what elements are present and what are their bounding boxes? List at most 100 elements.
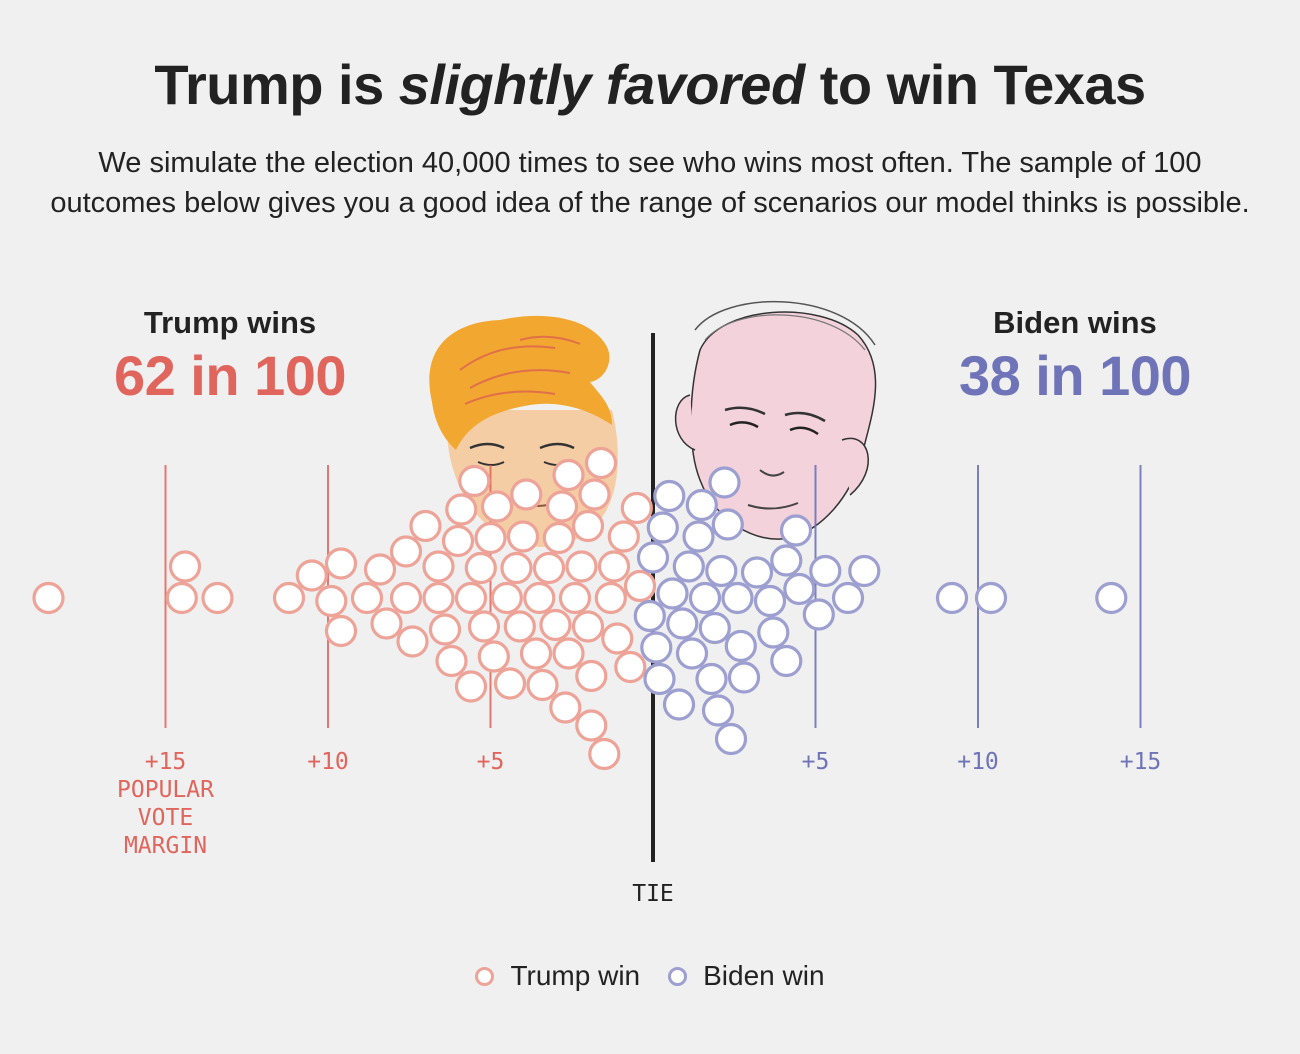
trump-win-dot: [272, 581, 306, 615]
trump-wins-summary: Trump wins 62 in 100: [50, 305, 410, 408]
biden-win-dot: [714, 722, 748, 756]
biden-win-dot: [633, 599, 666, 633]
biden-win-dot: [662, 688, 696, 721]
trump-win-dot: [295, 559, 328, 592]
trump-win-dot: [441, 524, 475, 558]
trump-win-dot: [578, 478, 611, 511]
biden-win-dot: [770, 544, 803, 577]
trump-wins-count: 62 in 100: [113, 344, 347, 407]
trump-win-dot: [454, 670, 488, 703]
biden-win-dot: [721, 581, 754, 615]
tick-labels: +15 +10 +5 +5 +10 +15: [145, 749, 1162, 775]
chart-title: Trump is slightly favored to win Texas: [0, 52, 1300, 117]
biden-win-dot: [656, 577, 689, 610]
biden-win-dot: [705, 554, 738, 588]
biden-win-dot: [643, 662, 676, 696]
biden-wins-summary: Biden wins 38 in 100: [895, 305, 1255, 408]
legend-biden-label: Biden win: [703, 960, 825, 991]
trump-win-dot: [464, 551, 497, 585]
outcome-dots: [32, 446, 1128, 771]
trump-win-dot: [539, 608, 572, 642]
trump-win-dot: [370, 607, 403, 640]
trump-win-dot: [601, 622, 634, 655]
legend-item-biden: Biden win: [668, 960, 825, 992]
trump-win-dot: [506, 520, 540, 553]
trump-win-dot: [575, 709, 608, 742]
biden-win-dot: [809, 554, 842, 588]
trump-win-dot: [428, 613, 462, 646]
trump-win-dot: [510, 478, 543, 511]
trump-win-dot: [422, 581, 455, 615]
trump-win-dot: [350, 581, 384, 615]
trump-win-dot: [503, 610, 536, 643]
tick-label-biden-5: +5: [802, 749, 830, 775]
trump-win-dot: [315, 584, 348, 618]
trump-win-dot: [584, 446, 618, 480]
trump-win-dot: [165, 581, 198, 615]
title-after: to win Texas: [804, 53, 1146, 116]
biden-win-dot: [685, 488, 718, 522]
tick-label-trump-15: +15: [145, 749, 187, 775]
trump-win-dot: [363, 553, 397, 586]
biden-wins-label: Biden wins: [993, 305, 1157, 340]
biden-win-dot: [640, 631, 673, 664]
trump-win-dot: [324, 614, 358, 648]
biden-win-dot: [740, 556, 774, 589]
biden-win-dot: [802, 598, 835, 631]
biden-win-dot: [653, 479, 686, 513]
trump-win-dot: [614, 650, 647, 684]
trump-win-swatch-icon: [475, 966, 495, 986]
trump-win-dot: [565, 550, 598, 583]
trump-win-dot: [422, 550, 455, 583]
trump-win-dot: [542, 521, 575, 555]
trump-win-dot: [201, 581, 234, 615]
title-before: Trump is: [154, 53, 399, 116]
biden-win-dot: [831, 581, 865, 615]
trump-win-dot: [435, 644, 468, 678]
trump-win-dot: [523, 581, 556, 615]
title-emphasis: slightly favored: [398, 53, 805, 116]
biden-win-dot: [711, 508, 744, 541]
biden-win-dot: [753, 584, 787, 618]
chart-subtitle: We simulate the election 40,000 times to…: [50, 147, 1250, 219]
trump-win-dot: [571, 610, 605, 643]
biden-win-dot: [974, 581, 1008, 615]
trump-wins-label: Trump wins: [143, 305, 317, 340]
trump-win-dot: [168, 550, 202, 583]
biden-win-dot: [757, 616, 790, 649]
trump-win-dot: [588, 737, 621, 771]
biden-win-dot: [783, 572, 816, 606]
biden-win-dot: [695, 662, 728, 696]
trump-win-dot: [324, 547, 358, 580]
trump-win-dot: [480, 490, 514, 523]
trump-win-dot: [519, 637, 553, 670]
trump-win-dot: [623, 569, 657, 603]
biden-win-dot: [675, 637, 709, 670]
trump-win-dot: [477, 640, 510, 673]
trump-win-dot: [571, 509, 605, 543]
biden-win-dot: [672, 550, 705, 583]
biden-wins-count: 38 in 100: [958, 344, 1192, 407]
tie-label: TIE: [632, 881, 674, 907]
biden-win-dot: [779, 514, 813, 547]
legend-trump-label: Trump win: [510, 960, 641, 991]
trump-win-dot: [389, 581, 423, 615]
trump-win-dot: [607, 520, 640, 553]
biden-win-dot: [666, 607, 699, 640]
biden-win-swatch-icon: [668, 966, 688, 986]
trump-win-dot: [409, 509, 442, 543]
trump-win-dot: [458, 464, 491, 498]
tick-label-biden-10: +10: [957, 749, 999, 775]
trump-win-dot: [552, 458, 585, 492]
trump-win-dot: [549, 691, 582, 724]
trump-win-dot: [545, 490, 579, 523]
trump-win-dot: [490, 581, 523, 615]
biden-win-dot: [935, 581, 969, 615]
trump-win-dot: [594, 581, 627, 615]
biden-win-dot: [688, 581, 722, 615]
trump-win-dot: [389, 535, 423, 568]
biden-win-dot: [646, 511, 679, 544]
biden-win-dot: [1095, 581, 1128, 615]
